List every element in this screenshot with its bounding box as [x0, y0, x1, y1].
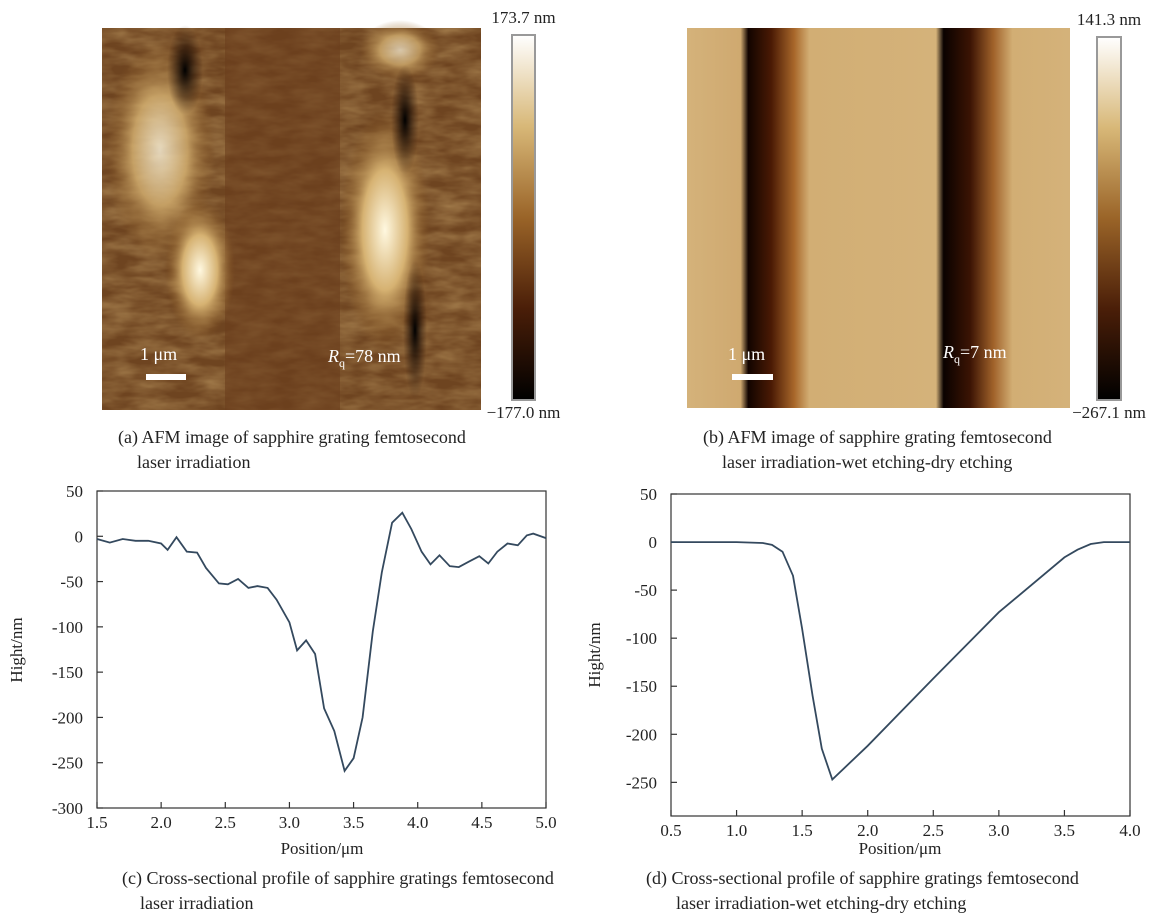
profile-line	[96, 511, 547, 774]
x-tick-label: 4.0	[407, 813, 428, 832]
afm-image-a	[102, 20, 481, 410]
x-tick-label: 2.5	[215, 813, 236, 832]
x-axis-label: Position/μm	[859, 839, 942, 858]
caption: laser irradiation	[137, 452, 250, 472]
subscript: q	[339, 356, 345, 370]
y-tick-label: -150	[52, 663, 83, 682]
colorbar-label: −177.0 nm	[487, 403, 561, 422]
y-tick-label: -100	[52, 618, 83, 637]
colorbar-label: 141.3 nm	[1077, 10, 1141, 29]
caption: (d) Cross-sectional profile of sapphire …	[646, 868, 1079, 889]
roughness-annotation: Rq=7 nm	[942, 342, 1007, 366]
scale-bar-label: 1 μm	[140, 344, 177, 364]
x-tick-label: 3.0	[279, 813, 300, 832]
annotation-text: =78 nm	[345, 346, 401, 366]
y-tick-label: -250	[626, 773, 657, 792]
plot-frame	[96, 490, 547, 809]
colorbar-label: 173.7 nm	[491, 8, 555, 27]
y-tick-label: -250	[52, 754, 83, 773]
subscript: q	[954, 352, 960, 366]
caption: laser irradiation	[140, 893, 253, 913]
x-tick-label: 1.5	[792, 821, 813, 840]
afm-image-b	[687, 28, 1070, 408]
roughness-annotation: Rq=78 nm	[327, 346, 401, 370]
y-tick-label: 50	[640, 485, 657, 504]
y-tick-label: -100	[626, 629, 657, 648]
x-axis-label: Position/μm	[281, 839, 364, 858]
x-tick-label: 3.0	[988, 821, 1009, 840]
x-tick-label: 4.5	[471, 813, 492, 832]
y-axis-label: Hight/nm	[7, 617, 26, 682]
colorbar-label: −267.1 nm	[1072, 403, 1146, 422]
y-tick-label: -300	[52, 799, 83, 818]
y-tick-label: -150	[626, 677, 657, 696]
y-tick-label: -50	[60, 573, 83, 592]
x-tick-label: 5.0	[535, 813, 556, 832]
x-tick-label: 0.5	[660, 821, 681, 840]
annotation-text: =7 nm	[960, 342, 1007, 362]
y-tick-label: 0	[75, 527, 84, 546]
y-tick-label: -50	[634, 581, 657, 600]
colorbar	[511, 34, 536, 401]
symbol: R	[327, 346, 339, 366]
y-axis-label: Hight/nm	[585, 622, 604, 687]
x-tick-label: 4.0	[1119, 821, 1140, 840]
y-tick-label: 0	[649, 533, 658, 552]
caption: laser irradiation-wet etching-dry etchin…	[676, 893, 966, 913]
x-tick-label: 2.0	[857, 821, 878, 840]
y-tick-label: -200	[52, 708, 83, 727]
x-tick-label: 1.5	[86, 813, 107, 832]
caption: (c) Cross-sectional profile of sapphire …	[122, 868, 554, 889]
y-tick-label: 50	[66, 482, 83, 501]
x-tick-label: 1.0	[726, 821, 747, 840]
x-tick-label: 2.5	[923, 821, 944, 840]
scale-bar-label: 1 μm	[728, 344, 765, 364]
x-tick-label: 3.5	[1054, 821, 1075, 840]
caption: (b) AFM image of sapphire grating femtos…	[703, 427, 1052, 448]
caption: laser irradiation-wet etching-dry etchin…	[722, 452, 1012, 472]
caption: (a) AFM image of sapphire grating femtos…	[118, 427, 466, 448]
x-tick-label: 2.0	[151, 813, 172, 832]
plot-frame	[670, 493, 1131, 817]
symbol: R	[942, 342, 954, 362]
y-tick-label: -200	[626, 725, 657, 744]
colorbar	[1096, 36, 1122, 401]
x-tick-label: 3.5	[343, 813, 364, 832]
profile-line	[671, 541, 1130, 782]
